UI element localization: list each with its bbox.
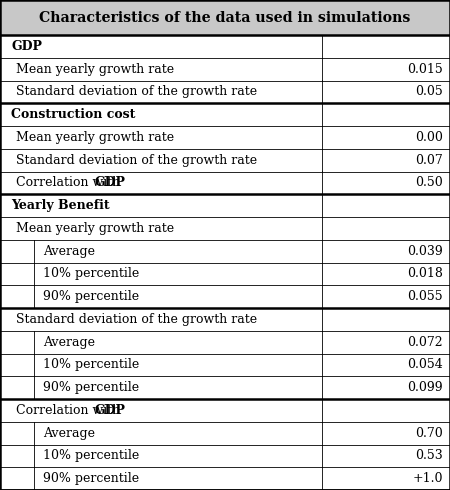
Text: 0.055: 0.055 [408, 290, 443, 303]
Text: Mean yearly growth rate: Mean yearly growth rate [16, 131, 174, 144]
Text: Mean yearly growth rate: Mean yearly growth rate [16, 63, 174, 75]
Text: +1.0: +1.0 [413, 472, 443, 485]
Text: GDP: GDP [95, 176, 126, 189]
Text: 0.018: 0.018 [407, 268, 443, 280]
Text: 90% percentile: 90% percentile [43, 290, 139, 303]
Text: 10% percentile: 10% percentile [43, 358, 139, 371]
Text: Standard deviation of the growth rate: Standard deviation of the growth rate [16, 154, 257, 167]
Text: 0.53: 0.53 [415, 449, 443, 463]
Text: 90% percentile: 90% percentile [43, 472, 139, 485]
Text: Standard deviation of the growth rate: Standard deviation of the growth rate [16, 85, 257, 98]
Text: Characteristics of the data used in simulations: Characteristics of the data used in simu… [39, 10, 411, 24]
Text: Construction cost: Construction cost [11, 108, 135, 121]
Text: 0.099: 0.099 [408, 381, 443, 394]
Text: GDP: GDP [11, 40, 42, 53]
Text: 10% percentile: 10% percentile [43, 268, 139, 280]
Text: 0.039: 0.039 [408, 245, 443, 258]
Text: 0.07: 0.07 [415, 154, 443, 167]
Text: 0.054: 0.054 [408, 358, 443, 371]
Text: 0.05: 0.05 [415, 85, 443, 98]
Text: Yearly Benefit: Yearly Benefit [11, 199, 110, 212]
Text: 10% percentile: 10% percentile [43, 449, 139, 463]
Text: Correlation with: Correlation with [16, 176, 124, 189]
Text: Average: Average [43, 245, 95, 258]
Text: Standard deviation of the growth rate: Standard deviation of the growth rate [16, 313, 257, 326]
Text: Correlation with: Correlation with [16, 404, 124, 417]
Text: Average: Average [43, 336, 95, 348]
Text: 0.70: 0.70 [415, 427, 443, 440]
Text: GDP: GDP [95, 404, 126, 417]
Bar [0, 0, 450, 35]
Text: 90% percentile: 90% percentile [43, 381, 139, 394]
Text: 0.072: 0.072 [408, 336, 443, 348]
Text: 0.015: 0.015 [408, 63, 443, 75]
Text: 0.50: 0.50 [415, 176, 443, 189]
Text: Average: Average [43, 427, 95, 440]
Text: Mean yearly growth rate: Mean yearly growth rate [16, 222, 174, 235]
Text: 0.00: 0.00 [415, 131, 443, 144]
